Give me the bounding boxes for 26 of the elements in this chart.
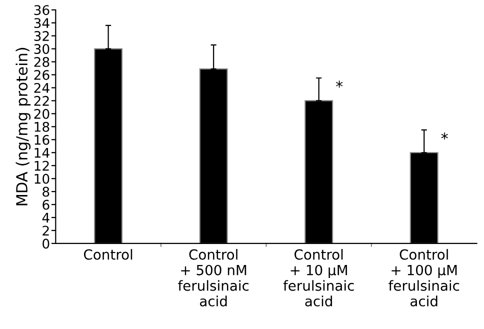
y-tick-label: 4 (42, 212, 50, 223)
y-tick-label: 20 (34, 108, 50, 119)
annotation: * (336, 80, 343, 88)
x-tick-label: Control + 100 μM ferulsinaic acid (388, 249, 460, 306)
y-tick-label: 6 (42, 200, 50, 210)
y-tick-label: 34 (34, 18, 50, 28)
y-tick-label: 30 (34, 44, 50, 54)
y-tick-label: 0 (42, 238, 50, 249)
x-tick-label: Control + 500 nM ferulsinaic acid (178, 249, 249, 306)
y-tick-label: 22 (34, 96, 49, 106)
y-tick-label: 16 (34, 134, 50, 145)
y-tick-label: 24 (34, 82, 50, 93)
y-axis-title: MDA (ng/mg protein) (16, 48, 31, 206)
y-tick-label: 32 (34, 31, 49, 42)
y-tick-label: 28 (34, 57, 50, 67)
y-tick-label: 10 (34, 174, 50, 184)
y-tick-label: 36 (34, 5, 50, 16)
y-tick-label: 14 (34, 148, 50, 158)
x-tick-label: Control + 10 μM ferulsinaic acid (283, 249, 354, 306)
y-tick-label: 12 (34, 160, 49, 171)
annotation: * (441, 132, 448, 140)
y-tick-label: 18 (34, 122, 50, 132)
y-tick-label: 2 (42, 226, 49, 236)
y-tick-label: 8 (42, 186, 50, 197)
y-tick-label: 26 (34, 70, 50, 80)
x-tick-label: Control (84, 249, 132, 260)
